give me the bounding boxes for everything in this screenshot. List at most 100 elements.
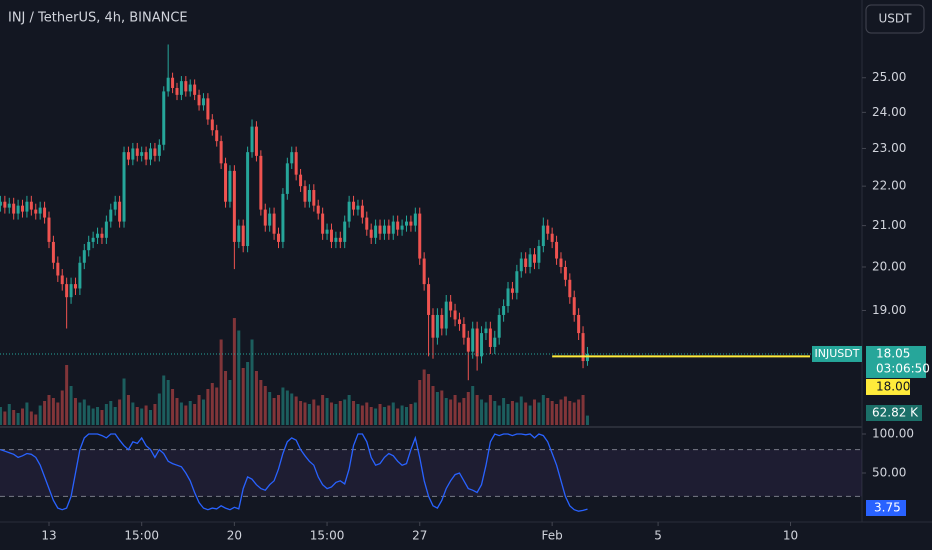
- chart-title: INJ / TetherUS, 4h, BINANCE: [8, 11, 188, 26]
- volume-bar: [440, 390, 444, 425]
- candle-body: [219, 141, 223, 164]
- volume-bar: [497, 405, 501, 425]
- candle-body: [405, 221, 409, 226]
- candle-body: [47, 217, 51, 242]
- last-price-box: [866, 345, 926, 378]
- volume-bar: [206, 388, 210, 425]
- volume-bar: [316, 405, 320, 425]
- candle-body: [126, 152, 130, 160]
- volume-bar: [166, 379, 170, 425]
- volume-bar: [157, 393, 161, 425]
- candle-body: [533, 254, 537, 263]
- volume-bar: [153, 403, 157, 425]
- volume-bar: [519, 396, 523, 425]
- x-tick-label: 10: [783, 529, 798, 543]
- x-tick-label: Feb: [542, 529, 563, 543]
- candle-body: [488, 328, 492, 347]
- alert-price-label: 18.00: [876, 379, 910, 393]
- volume-bar: [29, 411, 33, 425]
- candle-body: [325, 229, 329, 234]
- candle-body: [449, 301, 453, 311]
- candle-body: [422, 258, 426, 285]
- candle-body: [457, 319, 461, 324]
- volume-bar: [21, 408, 25, 425]
- volume-bar: [140, 408, 144, 425]
- candle-body: [294, 152, 298, 175]
- candle-body: [241, 225, 245, 247]
- candle-body: [7, 203, 11, 208]
- volume-bar: [480, 399, 484, 425]
- volume-bar: [78, 402, 82, 425]
- candle-body: [321, 213, 325, 234]
- volume-bar: [515, 402, 519, 425]
- candle-body: [38, 207, 42, 214]
- candle-body: [352, 201, 356, 210]
- volume-bar: [444, 397, 448, 425]
- candle-body: [149, 148, 153, 160]
- volume-bar: [228, 379, 232, 425]
- y-tick-label: 100.00: [872, 427, 914, 441]
- volume-bar: [215, 387, 219, 425]
- currency-button[interactable]: [865, 4, 925, 34]
- volume-bar: [418, 379, 422, 425]
- volume-bar: [113, 406, 117, 425]
- currency-button-label[interactable]: USDT: [879, 12, 913, 26]
- volume-bar: [382, 406, 386, 425]
- candle-body: [140, 152, 144, 156]
- volume-bar: [69, 385, 73, 425]
- candle-body: [201, 98, 205, 106]
- candle-body: [87, 241, 91, 251]
- candle-body: [431, 314, 435, 338]
- candle-body: [427, 284, 431, 315]
- volume-bar: [268, 391, 272, 425]
- candle-body: [537, 246, 541, 263]
- candle-body: [519, 258, 523, 272]
- volume-bar: [343, 399, 347, 425]
- volume-bar: [537, 402, 541, 425]
- volume-bar: [12, 409, 16, 425]
- volume-bar: [60, 390, 64, 425]
- volume-bar: [413, 402, 417, 425]
- candle-body: [162, 91, 166, 145]
- candle-body: [65, 284, 69, 298]
- volume-bar: [100, 409, 104, 425]
- candle-body: [224, 163, 228, 202]
- candle-body: [329, 229, 333, 242]
- volume-bar: [96, 406, 100, 425]
- x-tick-label: 5: [654, 529, 662, 543]
- candle-body: [466, 337, 470, 352]
- volume-bar: [254, 370, 258, 425]
- candle-body: [391, 221, 395, 234]
- y-tick-label: 24.00: [872, 105, 906, 119]
- candle-body: [471, 328, 475, 352]
- volume-bar: [510, 400, 514, 425]
- candle-body: [524, 258, 528, 267]
- candle-body: [122, 152, 126, 222]
- candle-body: [435, 314, 439, 338]
- candle-body: [572, 297, 576, 315]
- volume-bar: [241, 367, 245, 425]
- volume-bar: [577, 399, 581, 425]
- candle-body: [254, 126, 258, 156]
- candle-body: [184, 81, 188, 92]
- volume-bar: [47, 394, 51, 425]
- volume-bar: [104, 403, 108, 425]
- volume-bar: [25, 402, 29, 425]
- candle-body: [480, 333, 484, 357]
- symbol-label-box: [812, 345, 862, 362]
- y-tick-label: 22.00: [872, 179, 906, 193]
- volume-bar: [290, 393, 294, 425]
- volume-bar: [435, 391, 439, 425]
- y-tick-label: 25.00: [872, 70, 906, 84]
- candle-body: [135, 148, 139, 156]
- candle-body: [528, 254, 532, 267]
- y-tick-label: 21.00: [872, 218, 906, 232]
- volume-bar: [87, 405, 91, 425]
- volume-bar: [581, 394, 585, 425]
- volume-bar: [299, 400, 303, 425]
- y-tick-label: 50.00: [872, 466, 906, 480]
- volume-bar: [550, 400, 554, 425]
- candle-body: [316, 205, 320, 214]
- candle-body: [440, 314, 444, 329]
